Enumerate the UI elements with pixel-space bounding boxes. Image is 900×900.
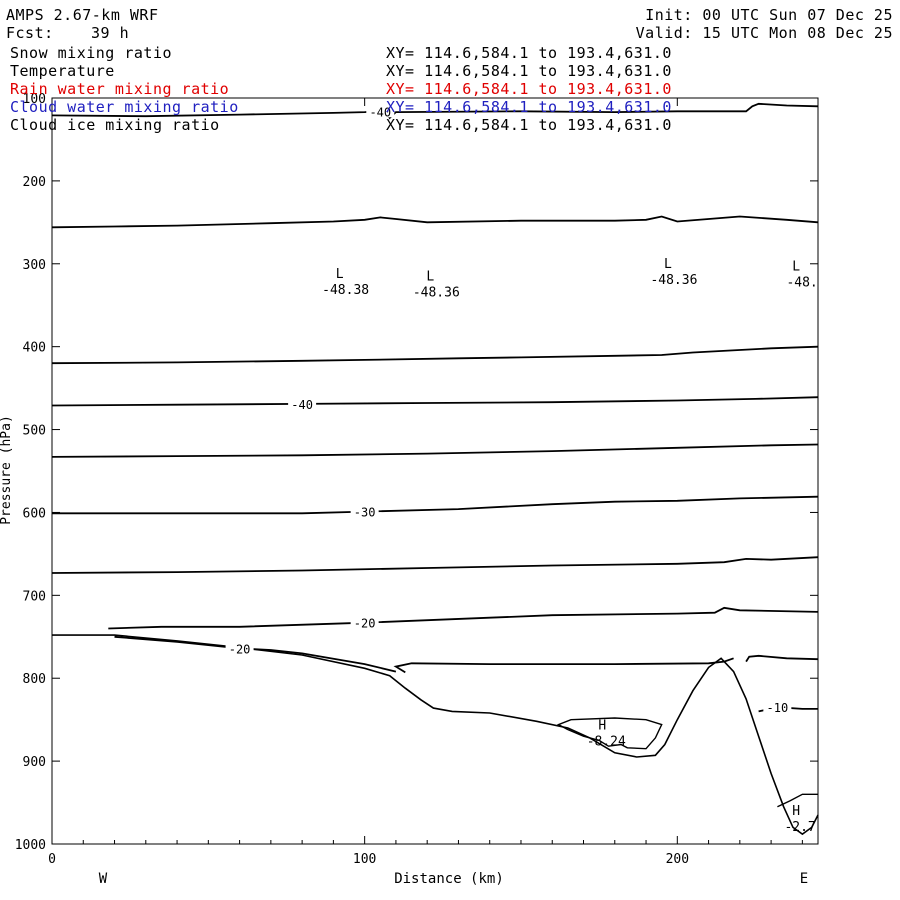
x-end-label-left: W [99, 871, 108, 887]
legend-entry-name: Cloud ice mixing ratio [10, 116, 220, 134]
x-tick-label: 100 [353, 852, 376, 867]
low-symbol: L [664, 257, 672, 272]
isotherm-label: -40 [369, 105, 391, 119]
low-symbol: L [792, 260, 800, 275]
isotherm-line [51, 556, 819, 574]
isotherm-line [745, 654, 819, 663]
isotherm-line [51, 345, 819, 365]
isotherm-label: -30 [354, 506, 376, 520]
valid-time: Valid: 15 UTC Mon 08 Dec 25 [635, 24, 893, 42]
y-tick-label: 700 [23, 589, 46, 604]
legend-entry-name: Cloud water mixing ratio [10, 98, 239, 116]
isotherm-label: -10 [767, 701, 789, 715]
isotherm-label-bg [350, 504, 379, 518]
terrain-line [52, 634, 819, 836]
legend-entry-xy: XY= 114.6,584.1 to 193.4,631.0 [386, 98, 672, 116]
legend-entry-name: Rain water mixing ratio [10, 80, 230, 98]
isotherm-line [393, 657, 734, 674]
isotherm-line [51, 396, 819, 407]
isotherm-label-bg [225, 641, 254, 655]
high-symbol: H [598, 719, 606, 734]
y-tick-label: 600 [23, 506, 46, 521]
high-symbol: H [792, 804, 800, 819]
low-value: -48. [786, 276, 817, 291]
legend-entry-xy: XY= 114.6,584.1 to 193.4,631.0 [386, 116, 672, 134]
y-tick-label: 800 [23, 672, 46, 687]
low-value: -48.36 [413, 286, 460, 301]
isotherm-line [52, 495, 819, 515]
low-value: -48.38 [322, 283, 369, 298]
minor-contour-line [777, 793, 818, 808]
y-tick-label: 900 [23, 755, 46, 770]
legend-entry-name: Snow mixing ratio [10, 44, 173, 62]
isotherm-line [51, 102, 819, 120]
x-axis-label: Distance (km) [394, 871, 504, 887]
isotherm-label: -40 [291, 398, 313, 412]
legend-entry-name: Temperature [10, 62, 115, 80]
init-time: Init: 00 UTC Sun 07 Dec 25 [645, 6, 893, 24]
model-title: AMPS 2.67-km WRF [6, 6, 159, 24]
low-symbol: L [336, 267, 344, 282]
legend-entry-xy: XY= 114.6,584.1 to 193.4,631.0 [386, 80, 672, 98]
legend-entry-xy: XY= 114.6,584.1 to 193.4,631.0 [386, 62, 672, 80]
isotherm-line [51, 443, 819, 458]
y-tick-label: 1000 [15, 838, 46, 853]
isotherm-label-bg [350, 615, 379, 629]
low-value: -48.36 [650, 273, 697, 288]
isotherm-label: -20 [229, 642, 251, 656]
y-tick-label: 100 [23, 92, 46, 107]
x-tick-label: 0 [48, 852, 56, 867]
y-tick-label: 500 [23, 424, 46, 439]
isotherm-line [51, 215, 819, 229]
fcst-label: Fcst: [6, 24, 54, 42]
low-symbol: L [426, 270, 434, 285]
isotherm-line [108, 606, 819, 630]
high-value: -8.24 [587, 735, 626, 750]
y-axis-label: Pressure (hPa) [0, 415, 14, 525]
fcst-value: 39 h [91, 24, 130, 42]
isotherm-line [114, 635, 397, 673]
high-value: -2.7 [784, 820, 815, 835]
x-tick-label: 200 [666, 852, 689, 867]
isotherm-label-bg [366, 104, 395, 118]
isotherm-label-bg [288, 396, 317, 410]
legend-entry-xy: XY= 114.6,584.1 to 193.4,631.0 [386, 44, 672, 62]
plot-frame [51, 97, 819, 845]
y-tick-label: 300 [23, 258, 46, 273]
y-tick-label: 200 [23, 175, 46, 190]
isotherm-label-bg [763, 700, 792, 714]
x-end-label-right: E [800, 871, 808, 887]
minor-contour-line [556, 717, 663, 750]
isotherm-label: -20 [354, 617, 376, 631]
y-tick-label: 400 [23, 341, 46, 356]
